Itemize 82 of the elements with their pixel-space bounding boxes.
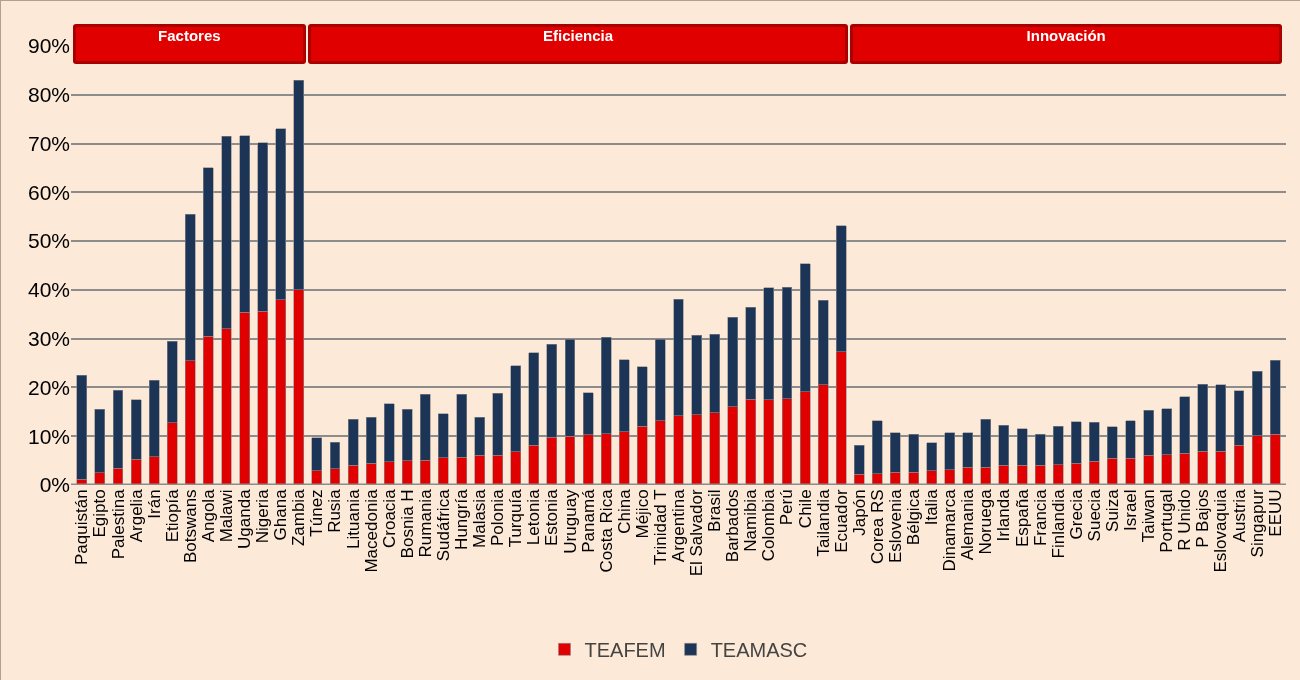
x-tick-label: Argelia bbox=[126, 488, 146, 543]
x-tick-label: Sudáfrica bbox=[433, 488, 453, 562]
group-header-box: Eficiencia bbox=[307, 24, 849, 64]
x-tick-label: Macedonia bbox=[361, 488, 381, 573]
x-tick-label: El Salvador bbox=[687, 489, 707, 577]
x-tick-label: Singapur bbox=[1247, 489, 1267, 558]
x-tick-label: Francia bbox=[1030, 488, 1050, 547]
x-tick-label: Grecia bbox=[1066, 488, 1086, 540]
x-tick-label: Italia bbox=[922, 488, 942, 526]
x-tick-label: Trinidad T bbox=[650, 489, 670, 565]
x-tick-label: Malasia bbox=[470, 488, 490, 548]
x-tick-label: Dinamarca bbox=[940, 488, 960, 572]
x-tick-label: Barbados bbox=[723, 489, 743, 563]
x-tick-label: EEUU bbox=[1265, 489, 1285, 537]
x-tick-label: Costa Rica bbox=[596, 488, 616, 573]
y-tick-label: 0% bbox=[39, 473, 70, 497]
x-tick-label: Eslovenia bbox=[885, 488, 905, 564]
y-tick-label: 60% bbox=[27, 180, 70, 204]
x-tick-label: Etiopía bbox=[162, 488, 182, 543]
x-tick-label: Polonia bbox=[488, 488, 508, 547]
x-tick-label: Chile bbox=[795, 489, 815, 529]
x-tick-label: Paquistán bbox=[72, 489, 92, 566]
x-tick-label: Tailandia bbox=[813, 488, 833, 557]
x-tick-label: Suecia bbox=[1084, 488, 1104, 542]
x-tick-label: Brasil bbox=[705, 489, 725, 532]
x-tick-label: Turquía bbox=[506, 488, 526, 548]
x-tick-label: R Unido bbox=[1175, 489, 1195, 551]
x-tick-label: Colombia bbox=[759, 488, 779, 562]
x-tick-label: Japón bbox=[849, 489, 869, 536]
x-tick-label: Alemania bbox=[958, 488, 978, 561]
x-tick-label: España bbox=[1012, 488, 1032, 548]
x-tick-label: Noruega bbox=[976, 488, 996, 555]
x-tick-label: Suiza bbox=[1102, 488, 1122, 532]
legend-label: TEAFEM bbox=[584, 639, 666, 662]
x-tick-label: Finlandia bbox=[1048, 488, 1068, 559]
y-tick-label: 90% bbox=[27, 34, 70, 58]
legend-label: TEAMASC bbox=[710, 639, 808, 662]
x-tick-label: Méjico bbox=[632, 489, 652, 539]
x-tick-label: Zambia bbox=[289, 488, 309, 547]
y-tick-label: 50% bbox=[27, 229, 70, 253]
x-tick-label: Uganda bbox=[235, 488, 255, 549]
x-tick-label: Angola bbox=[198, 488, 218, 543]
x-tick-label: Taiwan bbox=[1139, 489, 1159, 543]
y-tick-label: 70% bbox=[27, 131, 70, 155]
x-tick-label: Palestina bbox=[108, 488, 128, 560]
y-tick-label: 40% bbox=[27, 278, 70, 302]
y-tick-label: 80% bbox=[27, 83, 70, 107]
x-tick-label: Corea RS bbox=[867, 489, 887, 565]
x-tick-label: Rusia bbox=[325, 488, 345, 533]
x-tick-label: Irlanda bbox=[994, 488, 1014, 542]
y-tick-label: 30% bbox=[27, 327, 70, 351]
x-tick-label: Israel bbox=[1121, 489, 1141, 531]
x-tick-label: Letonia bbox=[524, 488, 544, 546]
x-tick-label: Rumania bbox=[415, 488, 435, 558]
x-tick-label: Perú bbox=[777, 489, 797, 526]
x-tick-label: Túnez bbox=[307, 489, 327, 537]
x-tick-label: Panamá bbox=[578, 488, 598, 553]
x-tick-label: Bélgica bbox=[904, 488, 924, 546]
y-tick-label: 20% bbox=[27, 375, 70, 399]
x-tick-label: Hungría bbox=[452, 488, 472, 550]
x-tick-label: Estonia bbox=[542, 488, 562, 547]
y-tick-label: 10% bbox=[27, 424, 70, 448]
x-tick-label: Nigeria bbox=[253, 488, 273, 544]
x-tick-label: Lituania bbox=[343, 488, 363, 549]
x-tick-label: Ecuador bbox=[831, 489, 851, 553]
x-tick-label: China bbox=[614, 488, 634, 534]
x-tick-label: Portugal bbox=[1157, 489, 1177, 553]
x-tick-label: Eslovaquia bbox=[1211, 488, 1231, 573]
x-tick-label: Austria bbox=[1229, 488, 1249, 543]
x-tick-label: Argentina bbox=[669, 488, 689, 563]
x-tick-label: Bosnia H bbox=[397, 489, 417, 559]
x-tick-label: Uruguay bbox=[560, 488, 580, 554]
x-tick-label: Egipto bbox=[90, 489, 110, 538]
x-tick-label: Croacia bbox=[379, 488, 399, 548]
x-tick-label: Irán bbox=[144, 489, 164, 519]
x-tick-label: Malawi bbox=[217, 489, 237, 543]
x-tick-label: Ghana bbox=[271, 488, 291, 541]
x-tick-label: Namibia bbox=[741, 488, 761, 552]
group-header-box: Innovación bbox=[850, 24, 1283, 64]
x-tick-label: Botswans bbox=[180, 489, 200, 564]
x-tick-label: P Bajos bbox=[1193, 489, 1213, 548]
group-header-box: Factores bbox=[72, 24, 306, 64]
